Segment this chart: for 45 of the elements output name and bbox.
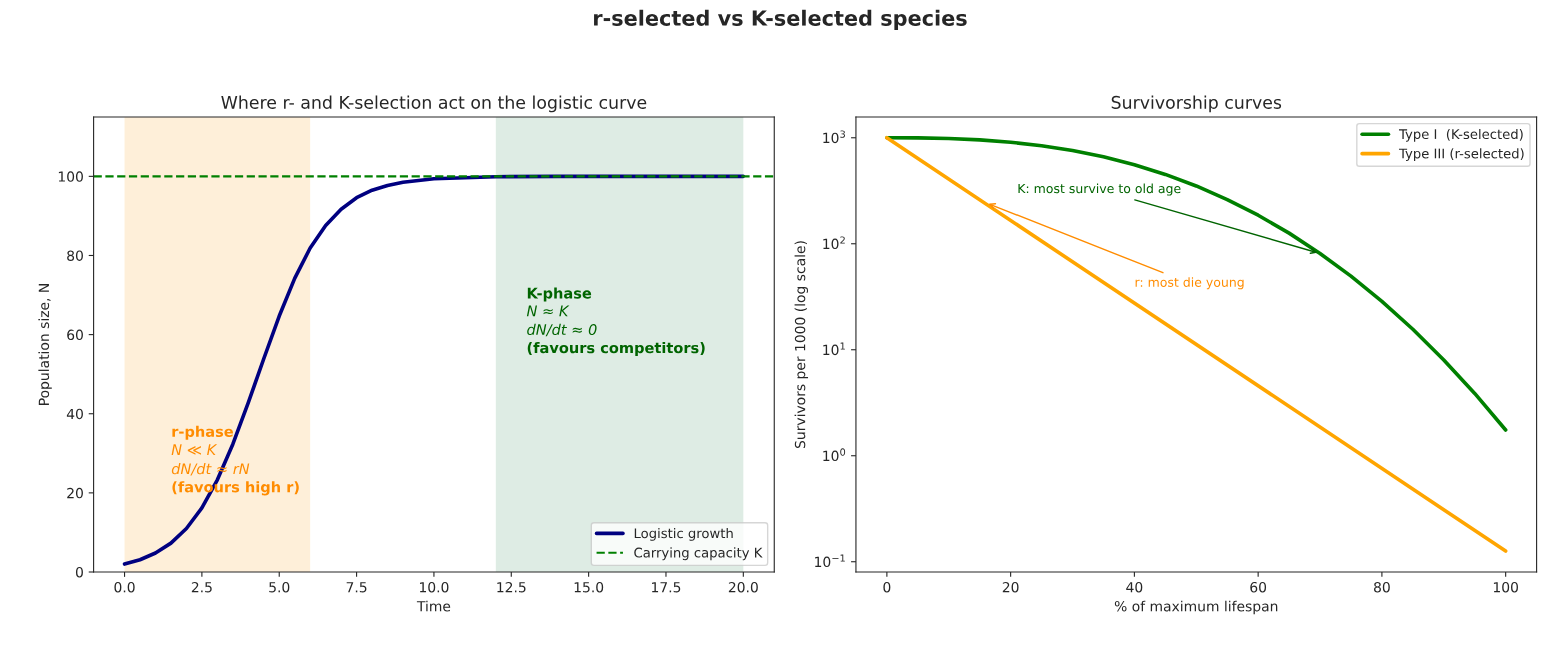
y-tick-label: 10$^{0}$ <box>823 448 846 462</box>
annotation: K: most survive to old age <box>1018 183 1181 196</box>
chart-title: r-selected vs K-selected species <box>594 9 967 30</box>
y-axis-title: Population size, N <box>38 284 52 405</box>
x-tick-label: 20 <box>1002 581 1019 593</box>
x-tick-label: 60 <box>1250 581 1267 593</box>
x-tick-label: 17.5 <box>652 582 681 593</box>
y-tick-label: 0 <box>75 566 83 578</box>
x-tick-label: 12.5 <box>497 581 526 593</box>
y-tick-label: 60 <box>67 329 83 341</box>
legend-label: Type I (K-selected) <box>1398 128 1523 142</box>
annotation: r: most die young <box>1135 277 1244 290</box>
y-axis-title: Survivors per 1000 (log scale) <box>794 241 809 449</box>
x-tick-label: 15.0 <box>574 581 604 593</box>
legend-label: Type III (r-selected) <box>1398 148 1524 162</box>
legend-label: Carrying capacity K <box>634 547 763 561</box>
x-tick-label: 100 <box>1493 581 1518 593</box>
x-tick-label: 0 <box>883 581 891 593</box>
annotation: N ≈ K <box>526 305 570 317</box>
x-tick-label: 0.0 <box>114 581 135 593</box>
x-tick-label: 5.0 <box>269 581 290 593</box>
x-tick-label: 20.0 <box>728 581 758 593</box>
y-tick-label: 20 <box>67 487 83 499</box>
x-tick-label: 80 <box>1374 581 1390 593</box>
x-axis-title: Time <box>416 600 451 612</box>
annotation: r-phase <box>172 425 233 440</box>
chart-subtitle: Where r- and K-selection act on the logistic curve <box>221 95 647 113</box>
annotation: K-phase <box>527 287 592 302</box>
chart-title: Survivorship curves <box>1111 95 1282 113</box>
y-tick-label: 10$^{1}$ <box>823 342 845 356</box>
legend-label: Logistic growth <box>634 527 733 541</box>
y-tick-label: 40 <box>66 408 83 420</box>
y-tick-label: 10$^{3}$ <box>823 130 845 144</box>
annotation: (favours competitors) <box>527 341 705 357</box>
x-tick-label: 7.5 <box>346 582 367 593</box>
y-tick-label: 80 <box>67 250 83 261</box>
x-tick-label: 40 <box>1126 581 1143 593</box>
y-tick-label: 10$^{2}$ <box>823 236 845 250</box>
annotation: dN/dt ≈ 0 <box>527 323 597 337</box>
annotation: N ≪ K <box>171 444 218 455</box>
x-tick-label: 10.0 <box>419 581 449 593</box>
x-tick-label: 2.5 <box>191 581 212 593</box>
x-axis-title: % of maximum lifespan <box>1114 600 1278 615</box>
y-tick-label: 100 <box>58 171 83 182</box>
y-tick-label: 10$^{−1}$ <box>815 554 845 568</box>
